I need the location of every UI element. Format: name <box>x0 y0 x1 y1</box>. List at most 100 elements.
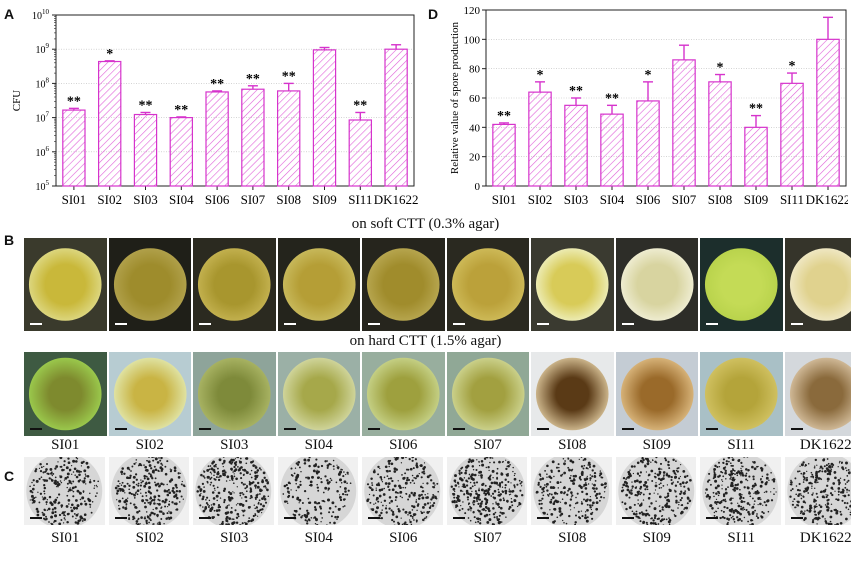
hard-colony-si04 <box>277 352 360 436</box>
panel-c-label-si01: SI01 <box>51 530 80 546</box>
significance-mark: * <box>106 47 113 62</box>
x-tick-label: SI06 <box>205 192 230 207</box>
colony <box>282 357 356 431</box>
bar-si07 <box>672 59 696 187</box>
hard-colony-si11 <box>700 352 783 436</box>
bar-si02 <box>528 91 552 187</box>
y-tick-label: 80 <box>469 64 481 76</box>
colony <box>28 357 102 431</box>
panel-b-label-si06: SI06 <box>389 437 418 453</box>
x-tick-label: SI02 <box>97 192 122 207</box>
x-tick-label: SI08 <box>276 192 301 207</box>
x-tick-label: SI11 <box>780 192 804 207</box>
y-tick-label: 40 <box>469 122 481 134</box>
bar-dk1622 <box>384 48 408 187</box>
colony <box>535 357 609 431</box>
plot-frame <box>485 9 847 187</box>
y-tick-label: 105 <box>36 179 50 193</box>
fruiting-plate-si08 <box>531 457 612 525</box>
colony-image <box>535 248 609 321</box>
scale-bar <box>452 428 465 430</box>
colony <box>789 248 851 321</box>
plate-image <box>448 457 525 525</box>
y-tick-label: 0 <box>475 181 481 193</box>
colony-image <box>789 357 851 431</box>
colony-image <box>451 248 525 321</box>
x-tick-label: SI04 <box>600 192 625 207</box>
plate-image <box>364 457 441 525</box>
scale-bar <box>283 428 296 430</box>
bar-si01 <box>62 109 86 187</box>
bar-dk1622 <box>816 38 840 187</box>
panel-b-label-si09: SI09 <box>642 437 671 453</box>
significance-mark: ** <box>353 98 367 113</box>
soft-colony-si09 <box>615 238 698 331</box>
fruiting-plate-si07 <box>446 457 527 525</box>
panel-c-label-si06: SI06 <box>389 530 418 546</box>
panel-b-label-si02: SI02 <box>135 437 164 453</box>
panel-c-label-si08: SI08 <box>558 530 587 546</box>
chart-d-spore-production: 020406080100120**SI01*SI02**SI03**SI04*S… <box>449 5 848 207</box>
soft-colony-si11 <box>700 238 783 331</box>
hard-colony-si01 <box>24 352 107 436</box>
plate-image <box>110 457 187 525</box>
scale-bar <box>621 428 634 430</box>
plate-image <box>533 457 610 525</box>
colony <box>28 248 102 321</box>
scale-bar <box>283 517 296 519</box>
soft-colony-si08 <box>531 238 614 331</box>
plate-image <box>279 457 356 525</box>
colony <box>366 248 440 321</box>
y-tick-label: 108 <box>36 76 50 90</box>
significance-mark: ** <box>67 94 81 109</box>
panel-b-label-si11: SI11 <box>727 437 756 453</box>
panel-b-label-dk1622: DK1622 <box>799 437 851 453</box>
bar-si03 <box>133 113 158 187</box>
fruiting-plate-si06 <box>362 457 443 525</box>
colony-image <box>704 357 778 431</box>
x-tick-label: SI01 <box>62 192 87 207</box>
panel-c-label-si03: SI03 <box>220 530 249 546</box>
fruiting-plate-si04 <box>277 457 358 525</box>
x-tick-label: SI02 <box>528 192 553 207</box>
panel-c-label-si04: SI04 <box>304 530 333 546</box>
fruiting-plate-si01 <box>24 457 105 525</box>
colony <box>366 357 440 431</box>
colony-image <box>197 357 271 431</box>
bar-si06 <box>205 91 229 187</box>
panel-c-label-dk1622: DK1622 <box>799 530 851 546</box>
colony <box>451 248 525 321</box>
bar-si08 <box>277 90 301 187</box>
colony <box>197 248 271 321</box>
colony-image <box>620 248 694 321</box>
colony-image <box>789 248 851 321</box>
significance-mark: ** <box>605 91 619 106</box>
plot-frame <box>55 14 415 187</box>
panel-letter-c: C <box>4 468 15 484</box>
panel-b-label-si07: SI07 <box>473 437 502 453</box>
caption-soft-ctt: on soft CTT (0.3% agar) <box>351 216 500 232</box>
y-tick-label: 120 <box>464 5 481 17</box>
soft-colony-dk1622 <box>784 238 851 331</box>
colony-image <box>620 357 694 431</box>
x-tick-label: SI01 <box>492 192 517 207</box>
plate-image <box>702 457 779 525</box>
scale-bar <box>621 323 634 325</box>
x-tick-label: SI06 <box>636 192 661 207</box>
x-tick-label: SI03 <box>564 192 589 207</box>
colony <box>282 248 356 321</box>
scale-bar <box>30 517 42 519</box>
colony-image <box>535 357 609 431</box>
scale-bar <box>790 517 803 519</box>
colony-image <box>282 248 356 321</box>
panel-b-label-si03: SI03 <box>220 437 249 453</box>
hard-colony-si08 <box>531 352 614 436</box>
bar-si09 <box>312 49 337 187</box>
scale-bar <box>114 428 127 430</box>
significance-mark: * <box>537 68 544 83</box>
scale-bar <box>30 428 42 430</box>
colony <box>113 248 187 321</box>
x-tick-label: DK1622 <box>374 192 419 207</box>
soft-colony-si06 <box>362 238 445 331</box>
significance-mark: ** <box>246 72 260 87</box>
